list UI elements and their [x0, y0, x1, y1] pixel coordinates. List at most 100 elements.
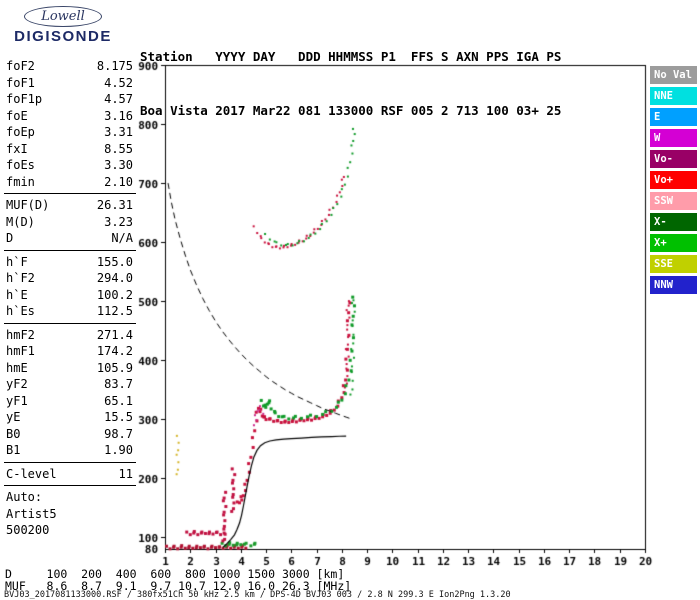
param-value: 105.9: [96, 360, 133, 375]
param-label: MUF(D): [6, 198, 50, 212]
param-label: 500200: [6, 523, 50, 537]
param-value: 112.5: [96, 304, 133, 318]
station-header-values: Boa Vista 2017 Mar22 081 133000 RSF 005 …: [140, 103, 562, 118]
param-row: h`E 100.2: [4, 287, 136, 304]
param-group-divider: [4, 193, 136, 194]
param-label: hmE: [6, 360, 28, 375]
param-row: foF1 4.52: [4, 75, 136, 92]
param-row: hmE 105.9: [4, 360, 136, 377]
legend-item: E: [650, 108, 697, 126]
param-row: foEp 3.31: [4, 124, 136, 141]
param-label: B0: [6, 426, 21, 441]
param-group-divider: [4, 322, 136, 324]
param-value: 8.55: [104, 141, 133, 156]
param-row: C-level 11: [4, 466, 136, 483]
legend-item: SSW: [650, 192, 697, 210]
param-value: 100.2: [96, 287, 133, 302]
param-row: fmin 2.10: [4, 174, 136, 191]
muf-distance-table: D 100 200 400 600 800 1000 1500 3000 [km…: [5, 567, 352, 593]
param-value: 2.10: [104, 174, 133, 189]
param-value: 4.52: [104, 75, 133, 90]
param-row: foF1p 4.57: [4, 91, 136, 108]
param-label: M(D): [6, 214, 35, 229]
param-row: yE 15.5: [4, 409, 136, 426]
param-label: foEs: [6, 158, 35, 172]
param-group-divider: [4, 485, 136, 486]
station-header: Station YYYY DAY DDD HHMMSS P1 FFS S AXN…: [140, 12, 561, 156]
param-label: foEp: [6, 125, 35, 139]
param-label: D: [6, 231, 14, 245]
digisonde-logo-text: DIGISONDE: [14, 28, 112, 45]
param-value: 3.30: [104, 158, 133, 172]
param-value: 1.90: [104, 443, 133, 457]
param-label: foF1: [6, 75, 35, 90]
param-row: B0 98.7: [4, 426, 136, 443]
param-label: foE: [6, 108, 28, 123]
param-row: M(D) 3.23: [4, 214, 136, 231]
param-row: h`F 155.0: [4, 254, 136, 271]
lowell-digisonde-logo: Lowell DIGISONDE: [8, 5, 118, 45]
param-value: 155.0: [96, 254, 133, 269]
param-row: yF1 65.1: [4, 393, 136, 410]
echo-direction-legend: No Val NNE E W Vo- Vo+ SSW X- X+ SSE NNW: [650, 66, 697, 297]
param-value: 271.4: [96, 327, 133, 342]
legend-item: X+: [650, 234, 697, 252]
station-header-fields: Station YYYY DAY DDD HHMMSS P1 FFS S AXN…: [140, 49, 562, 64]
param-label: Artist5: [6, 506, 57, 521]
param-row: h`F2 294.0: [4, 270, 136, 287]
param-row: 500200: [4, 522, 136, 539]
lowell-logo-text: Lowell: [41, 9, 85, 24]
param-row: h`Es 112.5: [4, 303, 136, 320]
footer-info: BVJ03_2017081133000.RSF / 380fx51Ch 50 k…: [4, 590, 511, 600]
param-label: fxI: [6, 141, 28, 156]
legend-item: W: [650, 129, 697, 147]
param-label: C-level: [6, 466, 57, 481]
param-label: h`F2: [6, 271, 35, 285]
param-value: 8.175: [96, 59, 133, 73]
param-value: N/A: [111, 231, 133, 245]
param-value: 26.31: [96, 198, 133, 212]
param-label: yF1: [6, 393, 28, 408]
param-row: B1 1.90: [4, 442, 136, 459]
param-label: yE: [6, 410, 21, 424]
param-label: fmin: [6, 174, 35, 189]
param-row: hmF2 271.4: [4, 327, 136, 344]
parameter-panel: foF2 8.175 foF1 4.52 foF1p 4.57 foE 3.16 foEp 3.3…: [4, 58, 136, 539]
param-label: h`F: [6, 254, 28, 269]
legend-item: SSE: [650, 255, 697, 273]
legend-item: Vo-: [650, 150, 697, 168]
param-label: hmF1: [6, 344, 35, 358]
param-group-divider: [4, 249, 136, 251]
param-row: fxI 8.55: [4, 141, 136, 158]
param-row: MUF(D) 26.31: [4, 197, 136, 214]
param-group-divider: [4, 461, 136, 463]
param-label: Auto:: [6, 490, 43, 504]
param-label: foF1p: [6, 92, 43, 106]
param-value: 4.57: [104, 92, 133, 106]
param-value: 98.7: [104, 426, 133, 441]
param-row: D N/A: [4, 230, 136, 247]
param-row: Auto:: [4, 489, 136, 506]
param-label: yF2: [6, 377, 28, 391]
param-value: 3.23: [104, 214, 133, 229]
param-label: B1: [6, 443, 21, 457]
param-label: hmF2: [6, 327, 35, 342]
param-row: hmF1 174.2: [4, 343, 136, 360]
lowell-logo-oval: Lowell: [24, 6, 102, 27]
param-value: 15.5: [104, 410, 133, 424]
param-value: 174.2: [96, 344, 133, 358]
param-row: foEs 3.30: [4, 157, 136, 174]
legend-item: NNE: [650, 87, 697, 105]
param-label: h`E: [6, 287, 28, 302]
param-row: yF2 83.7: [4, 376, 136, 393]
legend-item: Vo+: [650, 171, 697, 189]
param-label: h`Es: [6, 304, 35, 318]
param-value: 3.16: [104, 108, 133, 123]
param-row: foF2 8.175: [4, 58, 136, 75]
legend-item: NNW: [650, 276, 697, 294]
param-row: Artist5: [4, 506, 136, 523]
legend-item: X-: [650, 213, 697, 231]
param-value: 65.1: [104, 393, 133, 408]
